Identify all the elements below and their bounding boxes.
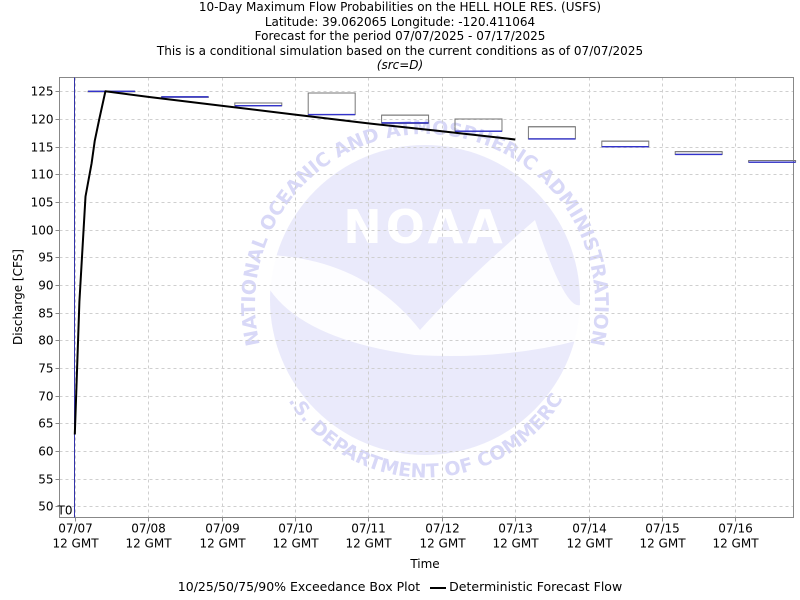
chart-header: 10-Day Maximum Flow Probabilities on the… (0, 0, 800, 73)
y-axis: 50 55 60 65 70 75 80 85 90 95 100 105 110 115 120 125 (31, 85, 60, 514)
x-tick-label-date: 07/13 (498, 522, 533, 536)
y-tick-label: 120 (31, 113, 54, 127)
chart-title: 10-Day Maximum Flow Probabilities on the… (198, 0, 602, 14)
exceedance-box (674, 151, 723, 156)
grid-lines (59, 77, 794, 518)
y-tick-label: 85 (38, 307, 53, 321)
y-axis-title: Discharge [CFS] (11, 249, 25, 345)
watermark-logo-text: NOAA (343, 200, 507, 254)
y-tick-label: 70 (38, 390, 53, 404)
x-tick-label-date: 07/07 (58, 522, 93, 536)
x-tick-label-gmt: 12 GMT (492, 537, 539, 551)
watermark-gull (270, 220, 580, 356)
y-tick-label: 125 (31, 85, 54, 99)
x-tick-label-gmt: 12 GMT (419, 537, 466, 551)
watermark-circle (270, 145, 580, 455)
x-tick-label-gmt: 12 GMT (272, 537, 319, 551)
y-tick-label: 75 (38, 362, 53, 376)
y-tick-label: 65 (38, 417, 53, 431)
y-tick-label: 90 (38, 279, 53, 293)
t0-marker: T0 (57, 77, 75, 518)
exceedance-box (160, 96, 209, 98)
exceedance-box (307, 92, 356, 116)
x-tick-label-date: 07/10 (278, 522, 313, 536)
y-tick-label: 95 (38, 251, 53, 265)
exceedance-box (381, 114, 430, 124)
x-tick-label-gmt: 12 GMT (639, 537, 686, 551)
y-tick-label: 105 (31, 196, 54, 210)
source-code: (src=D) (376, 58, 424, 72)
x-tick-label-date: 07/08 (131, 522, 166, 536)
exceedance-box (234, 102, 283, 107)
simulation-note: This is a conditional simulation based o… (156, 43, 644, 58)
exceedance-box (748, 160, 797, 163)
x-tick-label-date: 07/12 (425, 522, 460, 536)
x-tick-label-date: 07/11 (351, 522, 386, 536)
exceedance-box (527, 126, 576, 140)
y-tick-label: 55 (38, 473, 53, 487)
box-iqr (527, 126, 576, 140)
deterministic-flow-line (73, 90, 516, 435)
station-coordinates: Latitude: 39.062065 Longitude: -120.4110… (264, 14, 536, 29)
y-tick-label: 115 (31, 141, 54, 155)
x-tick-label-gmt: 12 GMT (712, 537, 759, 551)
y-tick-label: 50 (38, 500, 53, 514)
x-tick-label-gmt: 12 GMT (345, 537, 392, 551)
y-tick-label: 110 (31, 168, 54, 182)
legend-box-plot-label: 10/25/50/75/90% Exceedance Box Plot (177, 579, 421, 594)
y-tick-label: 80 (38, 334, 53, 348)
x-tick-label-date: 07/16 (718, 522, 753, 536)
y-tick-label: 100 (31, 224, 54, 238)
x-tick-label-date: 07/15 (645, 522, 680, 536)
exceedance-box (454, 118, 503, 132)
exceedance-box (601, 140, 650, 148)
t0-label: T0 (57, 504, 73, 518)
box-iqr (307, 92, 356, 116)
x-axis-title: Time (409, 557, 439, 571)
deterministic-flow-series (73, 90, 516, 435)
legend: 10/25/50/75/90% Exceedance Box Plot Dete… (0, 579, 800, 594)
forecast-period: Forecast for the period 07/07/2025 - 07/… (254, 29, 546, 43)
x-tick-label-date: 07/14 (572, 522, 607, 536)
x-tick-label-gmt: 12 GMT (199, 537, 246, 551)
x-tick-label-gmt: 12 GMT (52, 537, 99, 551)
x-tick-label-date: 07/09 (205, 522, 240, 536)
legend-line-swatch (430, 586, 447, 589)
plot-area-frame (59, 77, 794, 518)
y-tick-label: 60 (38, 445, 53, 459)
box-iqr (601, 140, 650, 148)
legend-line-label: Deterministic Forecast Flow (449, 579, 623, 594)
x-tick-label-gmt: 12 GMT (566, 537, 613, 551)
x-tick-label-gmt: 12 GMT (125, 537, 172, 551)
